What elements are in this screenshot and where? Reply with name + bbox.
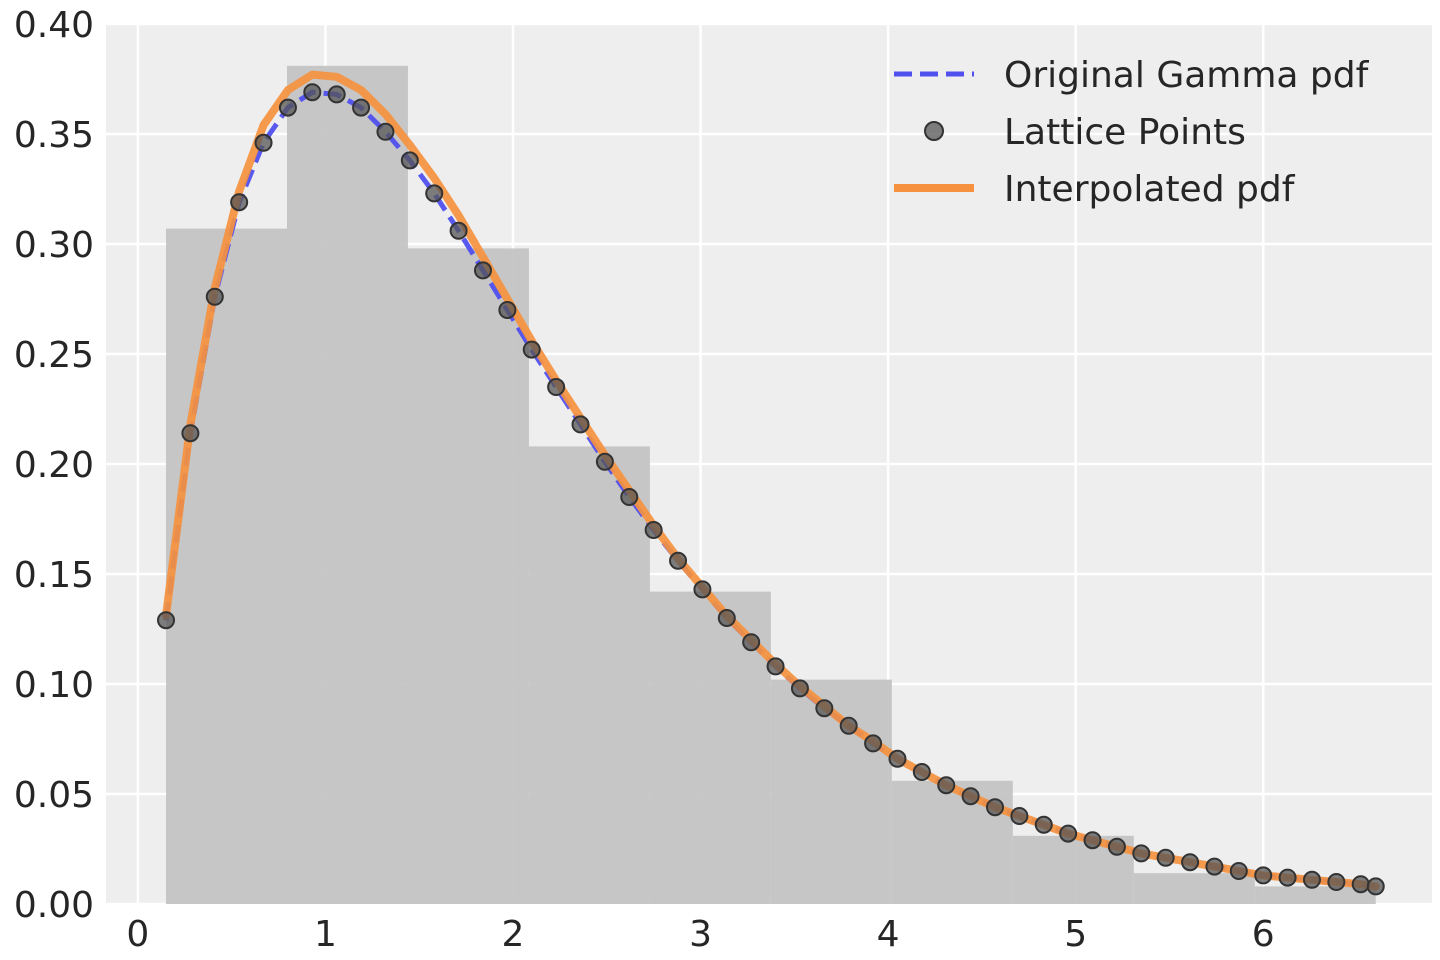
lattice-point: [1327, 873, 1346, 891]
x-tick-label: 0: [126, 914, 149, 955]
histogram-bar: [166, 228, 287, 905]
lattice-point: [790, 679, 809, 698]
lattice-point: [937, 776, 956, 795]
lattice-point: [1205, 857, 1224, 876]
lattice-point: [1254, 866, 1273, 885]
lattice-point: [1302, 870, 1321, 889]
x-tick-label: 2: [502, 914, 525, 955]
lattice-point: [547, 378, 566, 396]
y-tick-label: 0.40: [14, 5, 94, 46]
lattice-point: [498, 301, 517, 319]
histogram-bar: [407, 248, 529, 904]
y-tick-label: 0.25: [14, 335, 94, 376]
x-tick-label: 5: [1064, 914, 1087, 955]
histogram: [166, 65, 1376, 905]
lattice-point: [449, 221, 468, 240]
lattice-point: [1278, 868, 1297, 887]
y-tick-label: 0.05: [14, 775, 94, 816]
histogram-bar: [286, 65, 408, 905]
lattice-point: [595, 452, 614, 471]
lattice-point: [157, 611, 176, 630]
lattice-markers: [157, 83, 1385, 896]
x-tick-label: 6: [1252, 914, 1275, 955]
legend-swatch-lattice-points: [924, 121, 944, 141]
legend-label-lattice-points: Lattice Points: [1004, 112, 1246, 153]
legend-label-interpolated-pdf: Interpolated pdf: [1004, 169, 1296, 210]
lattice-point: [1156, 848, 1175, 867]
lattice-point: [644, 521, 663, 539]
lattice-point: [376, 122, 395, 141]
legend-label-original-gamma-pdf: Original Gamma pdf: [1004, 55, 1370, 96]
lattice-point: [278, 98, 297, 117]
lattice-point: [912, 763, 931, 781]
lattice-point: [400, 151, 419, 170]
histogram-bar: [770, 679, 892, 904]
lattice-point: [205, 287, 224, 306]
lattice-point: [254, 133, 273, 152]
histogram-bar: [528, 446, 650, 904]
lattice-point: [1351, 875, 1370, 894]
lattice-point: [1132, 844, 1151, 863]
lattice-point: [839, 716, 858, 735]
lattice-point: [571, 415, 590, 434]
lattice-point: [693, 580, 712, 599]
x-tick-label: 3: [689, 914, 712, 955]
lattice-point: [181, 424, 200, 443]
x-tick-label: 1: [314, 914, 337, 955]
y-tick-label: 0.35: [14, 115, 94, 156]
lattice-point: [717, 609, 736, 627]
y-axis-ticks: 0.00 0.05 0.10 0.15 0.20 0.25 0.30 0.35 0.40: [14, 5, 94, 926]
x-tick-label: 4: [877, 914, 900, 955]
x-axis-ticks: 0 1 2 3 4 5 6: [126, 914, 1274, 955]
y-tick-label: 0.30: [14, 225, 94, 266]
lattice-point: [961, 787, 980, 806]
lattice-point: [1229, 862, 1248, 880]
y-tick-label: 0.15: [14, 555, 94, 596]
lattice-point: [303, 83, 322, 102]
lattice-point: [327, 85, 346, 104]
lattice-point: [815, 699, 834, 718]
lattice-point: [766, 657, 785, 676]
lattice-point: [669, 551, 688, 570]
lattice-point: [742, 633, 761, 652]
histogram-bar: [1254, 886, 1376, 904]
y-tick-label: 0.10: [14, 665, 94, 706]
lattice-point: [522, 340, 541, 359]
lattice-point: [1366, 877, 1385, 896]
lattice-point: [1059, 824, 1078, 843]
lattice-point: [230, 193, 249, 212]
lattice-point: [1034, 815, 1053, 834]
y-tick-label: 0.20: [14, 445, 94, 486]
lattice-point: [1083, 831, 1102, 850]
lattice-point: [864, 734, 883, 753]
lattice-point: [1107, 837, 1126, 856]
y-tick-label: 0.00: [14, 885, 94, 926]
lattice-point: [888, 749, 907, 768]
lattice-point: [425, 184, 444, 203]
lattice-point: [986, 798, 1005, 817]
lattice-point: [1181, 853, 1200, 872]
legend: Original Gamma pdf Lattice Points Interp…: [894, 55, 1370, 210]
lattice-point: [1010, 807, 1029, 825]
lattice-point: [620, 488, 639, 506]
lattice-point: [473, 261, 492, 280]
lattice-point: [352, 98, 371, 117]
